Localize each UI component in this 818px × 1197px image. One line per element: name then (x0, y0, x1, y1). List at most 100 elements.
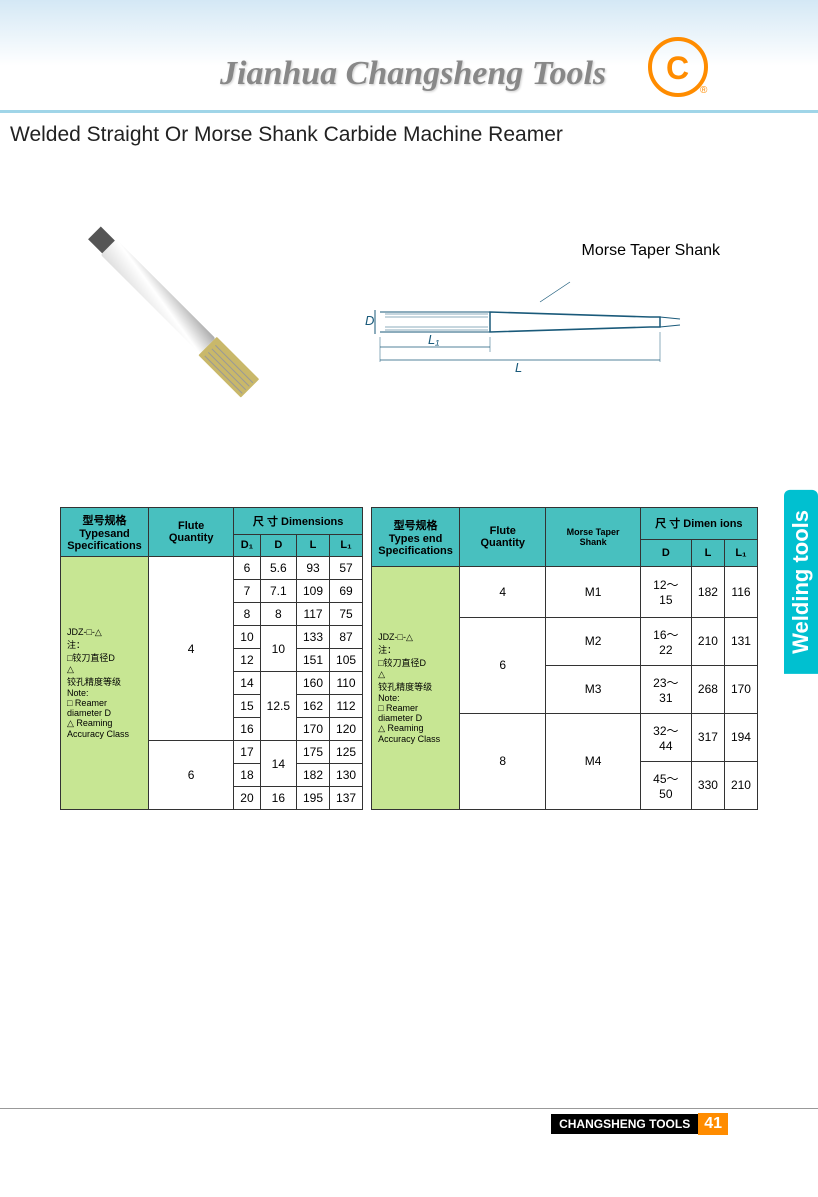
t1-r8-l1: 125 (330, 741, 363, 764)
t2-r3-fq: 8 (460, 713, 546, 809)
t1-r7-d1: 16 (234, 718, 260, 741)
t1-r1-l1: 69 (330, 580, 363, 603)
t2-r0-l1: 116 (724, 566, 757, 617)
footer-brand: CHANGSHENG TOOLS (551, 1114, 698, 1134)
footer-badge: CHANGSHENG TOOLS 41 (551, 1113, 728, 1135)
t1-r10-d: 16 (260, 787, 296, 810)
t1-r10-d1: 20 (234, 787, 260, 810)
t2-r4-l: 330 (691, 761, 724, 809)
svg-text:D: D (365, 313, 374, 328)
header: Jianhua Changsheng Tools C ® (0, 0, 818, 113)
page-number: 41 (698, 1113, 728, 1135)
t1-r4-l1: 105 (330, 649, 363, 672)
t1-r2-d: 8 (260, 603, 296, 626)
t1-r5-l1: 110 (330, 672, 363, 695)
t2-spec-cn: 型号规格 (394, 520, 438, 532)
t1-r9-l1: 130 (330, 764, 363, 787)
t2-spec-en: Types end Specifications (378, 533, 453, 557)
t1-r3-d: 10 (260, 626, 296, 672)
t1-h-l: L (297, 534, 330, 556)
t2-note: JDZ-□-△注：□铰刀直径D△铰孔精度等级Note:□ Reamer diam… (372, 566, 460, 809)
t2-r2-l: 268 (691, 665, 724, 713)
t1-r4-l: 151 (297, 649, 330, 672)
t1-spec-cn: 型号规格 (83, 515, 127, 527)
t2-r0-fq: 4 (460, 566, 546, 617)
t2-r3-d: 32～44 (640, 713, 691, 761)
t2-r4-d: 45～50 (640, 761, 691, 809)
t1-r0-d1: 6 (234, 557, 260, 580)
t1-r0-l1: 57 (330, 557, 363, 580)
t1-dim-cn: 尺 寸 (253, 516, 278, 528)
t1-r6-l: 162 (297, 695, 330, 718)
t1-r6-d1: 15 (234, 695, 260, 718)
t1-r2-l: 117 (297, 603, 330, 626)
t2-r3-m: M4 (546, 713, 640, 809)
t1-r7-l: 170 (297, 718, 330, 741)
t1-r10-l1: 137 (330, 787, 363, 810)
t1-note: JDZ-□-△注：□铰刀直径D△铰孔精度等级Note:□ Reamer diam… (61, 557, 149, 810)
t2-h-l1: L₁ (724, 539, 757, 566)
side-tab: Welding tools (784, 490, 818, 674)
page-title: Welded Straight Or Morse Shank Carbide M… (0, 113, 818, 157)
t1-r6-l1: 112 (330, 695, 363, 718)
technical-diagram: Morse Taper Shank D L₁ L (360, 242, 740, 392)
t2-r1-m: M2 (546, 617, 640, 665)
svg-text:C: C (666, 50, 689, 86)
t2-flute: Flute Quantity (460, 508, 546, 567)
product-area: Morse Taper Shank D L₁ L (0, 157, 818, 477)
t2-r2-l1: 170 (724, 665, 757, 713)
t2-r1-l1: 131 (724, 617, 757, 665)
product-photo (40, 177, 320, 457)
t2-h-l: L (691, 539, 724, 566)
t1-r8-fq: 6 (149, 741, 234, 810)
t1-r2-l1: 75 (330, 603, 363, 626)
t1-h-d1: D₁ (234, 534, 260, 556)
t2-r1-fq: 6 (460, 617, 546, 713)
t2-r0-l: 182 (691, 566, 724, 617)
t1-r3-d1: 10 (234, 626, 260, 649)
company-name: Jianhua Changsheng Tools (220, 55, 606, 93)
t1-r10-l: 195 (297, 787, 330, 810)
t2-dim-cn: 尺 寸 (655, 518, 680, 530)
t1-r5-l: 160 (297, 672, 330, 695)
t2-r4-l1: 210 (724, 761, 757, 809)
t1-h-d: D (260, 534, 296, 556)
t1-r0-fq: 4 (149, 557, 234, 741)
t2-r0-m: M1 (546, 566, 640, 617)
tables-area: 型号规格Typesand Specifications Flute Quanti… (0, 507, 818, 810)
t1-r8-l: 175 (297, 741, 330, 764)
t1-r9-d1: 18 (234, 764, 260, 787)
t1-r9-l: 182 (297, 764, 330, 787)
spec-table-1: 型号规格Typesand Specifications Flute Quanti… (60, 507, 363, 810)
t1-r2-d1: 8 (234, 603, 260, 626)
t2-r2-d: 23～31 (640, 665, 691, 713)
t1-r7-l1: 120 (330, 718, 363, 741)
t2-h-d: D (640, 539, 691, 566)
logo: C ® (628, 35, 728, 105)
t1-r1-d1: 7 (234, 580, 260, 603)
t1-r4-d1: 12 (234, 649, 260, 672)
t1-spec-en: Typesand Specifications (67, 528, 142, 552)
t2-r3-l1: 194 (724, 713, 757, 761)
svg-text:®: ® (700, 85, 708, 96)
t2-r1-l: 210 (691, 617, 724, 665)
svg-text:L: L (515, 360, 522, 375)
t2-dim-en: Dimen ions (683, 518, 742, 530)
t2-morse: Morse Taper Shank (546, 508, 640, 567)
t1-r0-d: 5.6 (260, 557, 296, 580)
t1-h-l1: L₁ (330, 534, 363, 556)
t1-r0-l: 93 (297, 557, 330, 580)
t1-r1-d: 7.1 (260, 580, 296, 603)
footer: CHANGSHENG TOOLS 41 (0, 1108, 818, 1109)
t1-r5-d: 12.5 (260, 672, 296, 741)
t1-r8-d1: 17 (234, 741, 260, 764)
t2-r2-m: M3 (546, 665, 640, 713)
diagram-label: Morse Taper Shank (582, 242, 720, 260)
t1-r3-l1: 87 (330, 626, 363, 649)
t1-r5-d1: 14 (234, 672, 260, 695)
svg-text:L₁: L₁ (428, 332, 439, 347)
t1-dim-en: Dimensions (281, 516, 343, 528)
t1-r1-l: 109 (297, 580, 330, 603)
spec-table-2: 型号规格Types end Specifications Flute Quant… (371, 507, 758, 810)
t1-r3-l: 133 (297, 626, 330, 649)
